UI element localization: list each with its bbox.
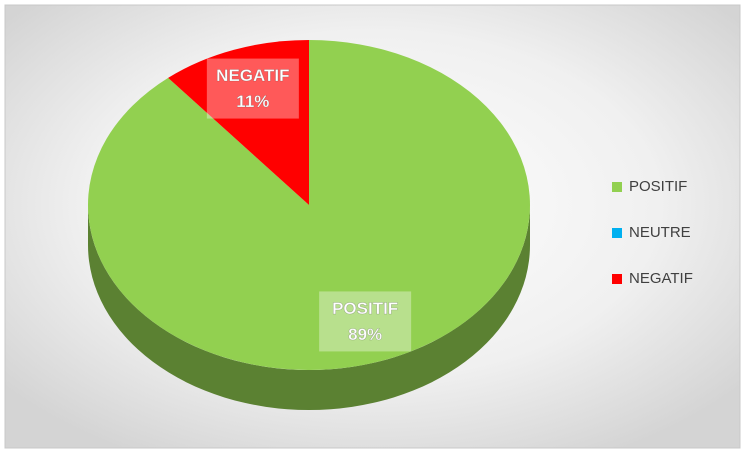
data-label-box <box>319 291 412 352</box>
data-label-value: 89% <box>348 325 382 344</box>
legend-label: NEUTRE <box>629 224 691 241</box>
legend-swatch <box>612 182 622 192</box>
pie-side <box>88 205 530 410</box>
legend-label: POSITIF <box>629 178 687 195</box>
pie-slice <box>87 40 530 371</box>
data-label-category: POSITIF <box>332 299 398 318</box>
data-label-value: 11% <box>236 92 269 111</box>
data-label-category: NEGATIF <box>216 66 289 85</box>
data-label-box <box>206 58 299 119</box>
legend-swatch <box>612 228 622 238</box>
legend-label: NEGATIF <box>629 270 693 287</box>
pie-slice <box>168 40 309 205</box>
legend-swatch <box>612 274 622 284</box>
legend: POSITIF NEUTRE NEGATIF <box>612 178 693 287</box>
